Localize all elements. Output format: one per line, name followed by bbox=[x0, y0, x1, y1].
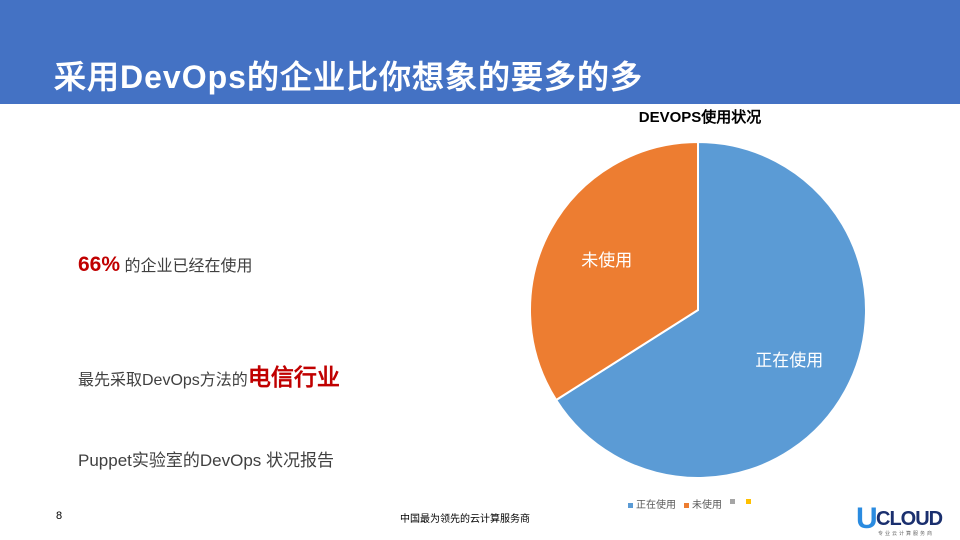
legend-swatch bbox=[684, 502, 689, 508]
pie-slice-0 bbox=[554, 140, 867, 479]
legend-label: 正在使用 bbox=[636, 500, 676, 511]
telecom-text: 最先采取DevOps方法的 bbox=[78, 372, 248, 389]
pie-label-1: 未使用 bbox=[581, 250, 632, 270]
pie-label-0: 正在使用 bbox=[755, 350, 823, 370]
legend-item-2 bbox=[730, 496, 738, 511]
point-telecom: 最先采取DevOps方法的电信行业 bbox=[78, 358, 340, 392]
logo-tagline: 专业云计算服务商 bbox=[878, 531, 935, 537]
chart-legend: 正在使用 未使用 bbox=[628, 496, 754, 511]
usage-text: 的企业已经在使用 bbox=[120, 258, 253, 275]
title-bar: 采用DevOps的企业比你想象的要多的多 bbox=[0, 0, 960, 104]
legend-item-3 bbox=[746, 496, 754, 511]
legend-swatch bbox=[730, 498, 735, 504]
page-number: 8 bbox=[56, 510, 63, 522]
legend-item-1: 未使用 bbox=[684, 496, 722, 511]
chart-title: DEVOPS使用状况 bbox=[638, 109, 762, 126]
telecom-highlight: 电信行业 bbox=[247, 364, 340, 390]
legend-item-0: 正在使用 bbox=[628, 496, 676, 511]
slide-title: 采用DevOps的企业比你想象的要多的多 bbox=[54, 59, 643, 95]
point-source: Puppet实验室的DevOps 状况报告 bbox=[78, 451, 335, 470]
ucloud-logo: U CLOUD 专业云计算服务商 bbox=[856, 500, 952, 537]
pie-slice-1 bbox=[529, 140, 699, 402]
logo-u: U bbox=[856, 502, 878, 535]
logo-cloud: CLOUD bbox=[876, 508, 943, 530]
legend-swatch bbox=[628, 502, 633, 508]
point-usage: 66% 的企业已经在使用 bbox=[78, 252, 252, 277]
legend-label: 未使用 bbox=[692, 500, 722, 511]
footer-text: 中国最为领先的云计算服务商 bbox=[400, 514, 530, 525]
usage-percent: 66% bbox=[78, 253, 121, 276]
legend-swatch bbox=[746, 498, 751, 504]
